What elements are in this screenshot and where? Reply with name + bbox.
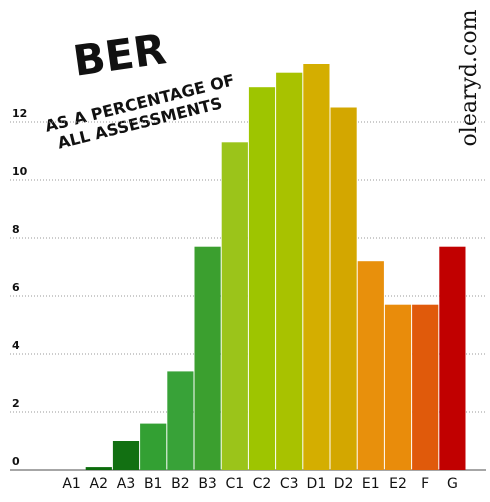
bar [248, 87, 276, 470]
bar [221, 142, 248, 471]
bar [85, 467, 112, 470]
bar [439, 246, 466, 470]
bar [384, 304, 412, 470]
x-tick-label: B1 [144, 476, 163, 492]
x-tick-label: C1 [225, 476, 244, 492]
bar [357, 261, 384, 470]
x-tick-label: E2 [389, 476, 407, 492]
x-tick-label: B3 [198, 476, 217, 492]
watermark: olearyd.com [457, 9, 482, 146]
bar [330, 107, 357, 470]
bar [140, 423, 167, 470]
x-tick-label: D1 [307, 476, 327, 492]
x-tick-label: B2 [171, 476, 190, 492]
x-tick-label: F [421, 476, 429, 492]
bar [276, 72, 303, 470]
x-tick-label: G [447, 476, 458, 492]
chart-title: BER [70, 24, 169, 85]
y-tick-label: 8 [12, 223, 20, 236]
x-tick-label: C3 [280, 476, 299, 492]
bar [167, 371, 194, 470]
y-tick-label: 12 [12, 107, 27, 120]
y-tick-label: 6 [12, 281, 20, 294]
y-tick-label: 0 [12, 455, 20, 468]
bar [112, 441, 140, 470]
bar [194, 246, 221, 470]
bar [303, 64, 330, 470]
x-tick-label: D2 [334, 476, 354, 492]
y-tick-label: 10 [12, 165, 28, 178]
x-tick-label: E1 [362, 476, 380, 492]
bar [412, 304, 439, 470]
y-tick-label: 4 [12, 339, 20, 352]
y-tick-label: 2 [12, 397, 20, 410]
x-tick-label: A1 [62, 476, 80, 492]
x-tick-label: C2 [253, 476, 272, 492]
x-tick-label: A2 [90, 476, 108, 492]
x-tick-label: A3 [117, 476, 135, 492]
